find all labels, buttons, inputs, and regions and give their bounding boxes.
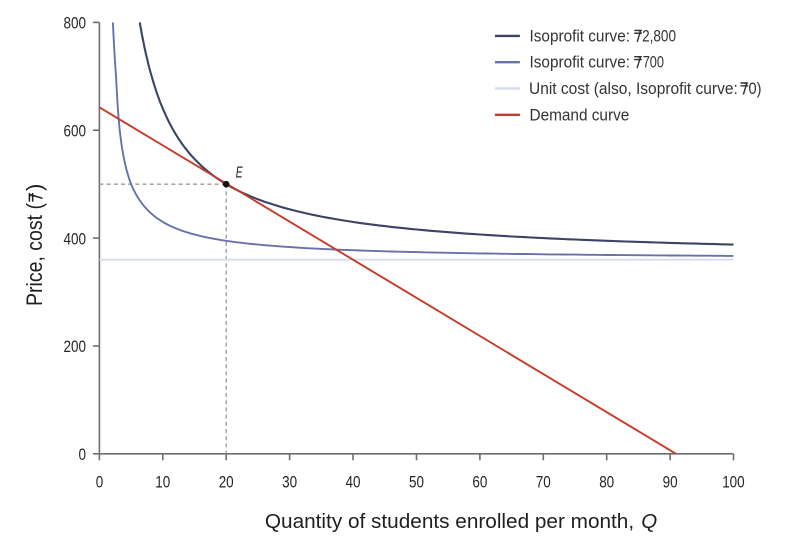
svg-text:Price, cost (: Price, cost ( <box>22 202 47 306</box>
svg-text:Isoprofit curve:: Isoprofit curve: <box>530 53 631 72</box>
svg-text:Quantity of students enrolled: Quantity of students enrolled per month, <box>265 510 640 533</box>
svg-text:200: 200 <box>64 337 87 356</box>
svg-text:60: 60 <box>472 473 487 492</box>
svg-text:10: 10 <box>155 473 170 492</box>
svg-text:30: 30 <box>282 473 297 492</box>
svg-text:20: 20 <box>219 473 234 492</box>
svg-text:2,800: 2,800 <box>642 26 676 45</box>
svg-text:100: 100 <box>722 473 745 492</box>
svg-text:E: E <box>236 164 243 181</box>
svg-text:700: 700 <box>643 53 664 72</box>
svg-text:600: 600 <box>64 121 87 140</box>
svg-text:0): 0) <box>749 79 762 98</box>
svg-text:70: 70 <box>536 473 551 492</box>
svg-text:90: 90 <box>663 473 678 492</box>
svg-text:Q: Q <box>641 510 657 533</box>
svg-text:80: 80 <box>599 473 614 492</box>
svg-text:Isoprofit curve:: Isoprofit curve: <box>530 26 631 45</box>
svg-text:0: 0 <box>79 445 87 464</box>
svg-text:): ) <box>22 184 47 191</box>
svg-text:Unit cost (also, Isoprofit cur: Unit cost (also, Isoprofit curve: <box>529 79 738 98</box>
svg-text:50: 50 <box>409 473 424 492</box>
svg-text:0: 0 <box>96 473 104 492</box>
svg-text:Demand curve: Demand curve <box>530 105 630 124</box>
svg-text:400: 400 <box>64 229 87 248</box>
svg-text:40: 40 <box>346 473 361 492</box>
svg-text:800: 800 <box>64 14 87 33</box>
